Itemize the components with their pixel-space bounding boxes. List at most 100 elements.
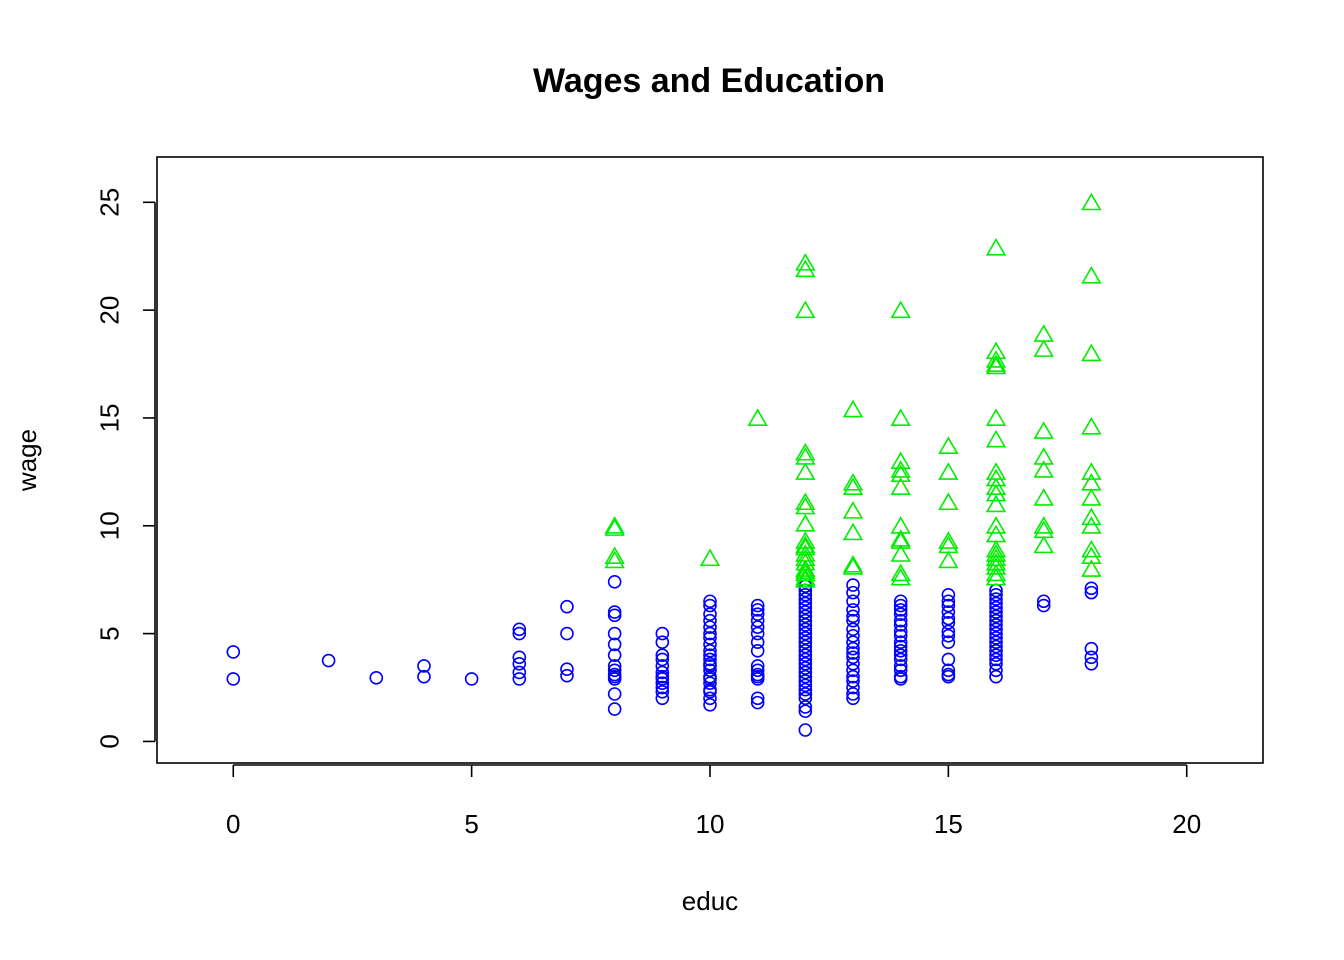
data-point-triangle <box>1033 447 1054 465</box>
data-point-triangle <box>842 477 864 495</box>
data-point-circle <box>1084 650 1099 665</box>
data-point-circle <box>941 616 956 630</box>
data-point-circle <box>703 676 717 691</box>
data-point-triangle <box>795 531 816 549</box>
data-point-circle <box>703 648 717 662</box>
data-point-circle <box>369 671 384 685</box>
data-point-triangle <box>604 546 625 564</box>
data-point-circle <box>941 598 956 613</box>
data-point-triangle <box>985 350 1007 368</box>
data-point-circle <box>750 607 765 621</box>
data-point-triangle <box>1081 507 1102 526</box>
data-point-circle <box>846 646 860 660</box>
data-point-circle <box>798 631 813 645</box>
data-point-triangle <box>795 514 816 532</box>
data-point-triangle <box>938 462 959 480</box>
data-point-circle <box>750 620 765 634</box>
data-point-circle <box>798 618 813 632</box>
data-point-circle <box>989 618 1003 632</box>
data-point-circle <box>941 605 956 619</box>
data-point-circle <box>226 672 241 686</box>
data-point-circle <box>417 659 431 673</box>
data-point-circle <box>703 685 717 699</box>
x-tick-label: 0 <box>226 809 240 839</box>
data-point-circle <box>846 585 860 600</box>
data-point-circle <box>798 723 813 737</box>
data-point-circle <box>989 596 1003 611</box>
data-point-circle <box>607 608 622 623</box>
data-point-triangle <box>1081 266 1102 284</box>
data-point-circle <box>1084 581 1099 596</box>
data-point-triangle <box>985 544 1007 562</box>
data-point-triangle <box>985 567 1007 586</box>
y-tick-label: 20 <box>94 296 124 325</box>
data-point-circle <box>512 672 527 686</box>
data-point-circle <box>893 628 908 643</box>
data-point-triangle <box>1033 488 1054 506</box>
data-point-circle <box>798 661 813 675</box>
data-point-circle <box>226 645 241 659</box>
data-point-triangle <box>842 399 864 418</box>
data-point-circle <box>750 613 765 628</box>
data-point-circle <box>798 635 813 650</box>
data-point-triangle <box>890 544 911 562</box>
data-point-circle <box>941 652 956 667</box>
data-point-triangle <box>985 477 1007 495</box>
data-point-triangle <box>1033 460 1054 478</box>
data-point-triangle <box>938 492 959 511</box>
data-point-circle <box>1036 594 1051 609</box>
data-point-circle <box>607 648 622 662</box>
data-point-triangle <box>938 436 959 454</box>
data-point-circle <box>560 662 574 676</box>
data-point-circle <box>703 672 717 686</box>
data-point-circle <box>1084 641 1099 656</box>
data-point-circle <box>941 669 956 684</box>
data-point-circle <box>989 648 1003 662</box>
data-point-circle <box>846 578 860 592</box>
data-point-circle <box>750 603 765 617</box>
data-point-circle <box>655 685 670 699</box>
data-point-circle <box>893 607 908 621</box>
data-point-circle <box>703 663 717 678</box>
data-point-circle <box>798 669 813 684</box>
data-point-circle <box>893 594 908 609</box>
data-point-triangle <box>842 554 864 573</box>
data-point-circle <box>941 663 956 678</box>
data-point-circle <box>703 637 717 652</box>
data-point-circle <box>893 644 908 658</box>
data-point-circle <box>560 626 574 641</box>
data-point-triangle <box>1081 416 1102 435</box>
data-point-triangle <box>795 259 816 278</box>
data-point-triangle <box>890 563 911 582</box>
data-point-circle <box>989 639 1003 654</box>
data-point-circle <box>655 665 670 680</box>
data-point-circle <box>893 618 908 632</box>
data-point-circle <box>989 631 1003 645</box>
data-point-triangle <box>985 494 1007 513</box>
data-point-triangle <box>938 550 959 569</box>
data-point-circle <box>655 691 670 706</box>
data-point-circle <box>655 648 670 662</box>
data-point-circle <box>846 663 860 678</box>
data-point-circle <box>893 613 908 628</box>
data-point-circle <box>607 605 622 619</box>
data-point-circle <box>846 687 860 701</box>
data-point-triangle <box>795 535 816 554</box>
data-point-triangle <box>890 531 911 549</box>
data-points <box>226 192 1102 737</box>
data-point-triangle <box>1033 339 1054 357</box>
data-point-circle <box>846 622 860 637</box>
data-point-circle <box>846 691 860 706</box>
data-point-circle <box>655 635 670 650</box>
x-axis: 0 5 10 15 20 <box>226 764 1201 839</box>
y-tick-label: 0 <box>94 734 124 748</box>
data-point-triangle <box>842 501 864 519</box>
data-point-circle <box>750 663 765 678</box>
data-point-circle <box>703 644 717 658</box>
data-point-circle <box>798 600 813 615</box>
data-point-circle <box>941 624 956 639</box>
data-point-circle <box>512 656 527 671</box>
data-point-triangle <box>890 300 911 319</box>
data-point-circle <box>846 609 860 624</box>
data-point-circle <box>941 611 956 626</box>
